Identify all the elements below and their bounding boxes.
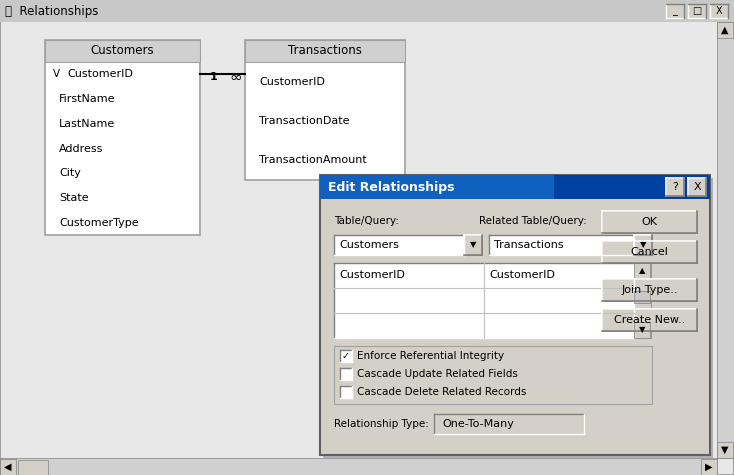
Text: TransactionDate: TransactionDate	[259, 116, 349, 126]
Bar	[45, 40, 200, 62]
Bar	[602, 241, 697, 263]
Text: ▼: ▼	[470, 240, 476, 249]
Text: ▲: ▲	[722, 25, 729, 35]
Bar	[434, 414, 584, 434]
Bar	[701, 459, 717, 475]
Bar	[320, 175, 710, 455]
Text: FirstName: FirstName	[59, 94, 115, 104]
Bar	[334, 346, 652, 404]
Bar	[634, 263, 650, 279]
Text: Address: Address	[59, 143, 103, 153]
Text: ▼: ▼	[722, 445, 729, 455]
Text: ◀: ◀	[4, 462, 12, 472]
Bar	[323, 178, 713, 458]
Text: ▼: ▼	[640, 240, 646, 249]
Text: ∞: ∞	[229, 70, 241, 85]
Bar	[18, 460, 48, 475]
Bar	[634, 291, 650, 303]
Bar	[717, 22, 734, 458]
Text: Edit Relationships: Edit Relationships	[328, 180, 454, 193]
Text: ▼: ▼	[639, 325, 645, 334]
Bar	[602, 279, 697, 301]
Bar	[634, 263, 651, 338]
Bar	[0, 0, 734, 22]
Text: Transactions: Transactions	[288, 45, 362, 57]
Bar	[340, 386, 352, 398]
Text: X: X	[716, 6, 722, 16]
Text: Create New..: Create New..	[614, 315, 685, 325]
Bar	[0, 459, 16, 475]
Text: ✓: ✓	[342, 351, 350, 361]
Text: LastName: LastName	[59, 119, 115, 129]
Text: ▶: ▶	[705, 462, 713, 472]
Text: One-To-Many: One-To-Many	[442, 419, 514, 429]
Text: Transactions: Transactions	[494, 240, 564, 250]
Text: □: □	[692, 6, 702, 16]
Text: X: X	[693, 182, 701, 192]
Bar	[320, 175, 554, 199]
Bar	[320, 175, 710, 199]
Text: Relationship Type:: Relationship Type:	[334, 419, 429, 429]
Text: 📁  Relationships: 📁 Relationships	[5, 4, 98, 18]
Bar	[717, 442, 733, 458]
Text: Cascade Delete Related Records: Cascade Delete Related Records	[357, 387, 526, 397]
Bar	[334, 263, 634, 338]
Text: Table/Query:: Table/Query:	[334, 216, 399, 226]
Bar	[710, 4, 728, 18]
Bar	[340, 350, 352, 362]
Text: City: City	[59, 168, 81, 178]
Bar	[245, 40, 405, 62]
Text: ▲: ▲	[639, 266, 645, 276]
Bar	[602, 309, 697, 331]
Bar	[489, 235, 634, 255]
Text: Related Table/Query:: Related Table/Query:	[479, 216, 586, 226]
Bar	[0, 0, 734, 22]
Bar	[340, 368, 352, 380]
Text: CustomerID: CustomerID	[489, 270, 555, 281]
Text: V: V	[53, 69, 60, 79]
Bar	[45, 40, 200, 235]
Bar	[634, 235, 652, 255]
Text: Join Type..: Join Type..	[621, 285, 677, 295]
Text: State: State	[59, 193, 89, 203]
Text: Customers: Customers	[91, 45, 154, 57]
Bar	[334, 235, 464, 255]
Bar	[666, 4, 684, 18]
Text: 1: 1	[210, 72, 218, 82]
Bar	[602, 211, 697, 233]
Bar	[0, 458, 717, 475]
Bar	[666, 178, 684, 196]
Text: CustomerType: CustomerType	[59, 218, 139, 228]
Bar	[688, 4, 706, 18]
Bar	[634, 322, 650, 338]
Text: _: _	[672, 6, 677, 16]
Text: CustomerID: CustomerID	[259, 76, 325, 86]
Bar	[464, 235, 482, 255]
Text: OK: OK	[642, 217, 658, 227]
Text: CustomerID: CustomerID	[339, 270, 405, 281]
Bar	[688, 178, 706, 196]
Text: CustomerID: CustomerID	[67, 69, 133, 79]
Text: Enforce Referential Integrity: Enforce Referential Integrity	[357, 351, 504, 361]
Text: ?: ?	[672, 182, 678, 192]
Bar	[245, 40, 405, 180]
Text: Cascade Update Related Fields: Cascade Update Related Fields	[357, 369, 518, 379]
Text: Customers: Customers	[339, 240, 399, 250]
Text: TransactionAmount: TransactionAmount	[259, 155, 367, 165]
Bar	[717, 22, 733, 38]
Text: Cancel: Cancel	[631, 247, 669, 257]
